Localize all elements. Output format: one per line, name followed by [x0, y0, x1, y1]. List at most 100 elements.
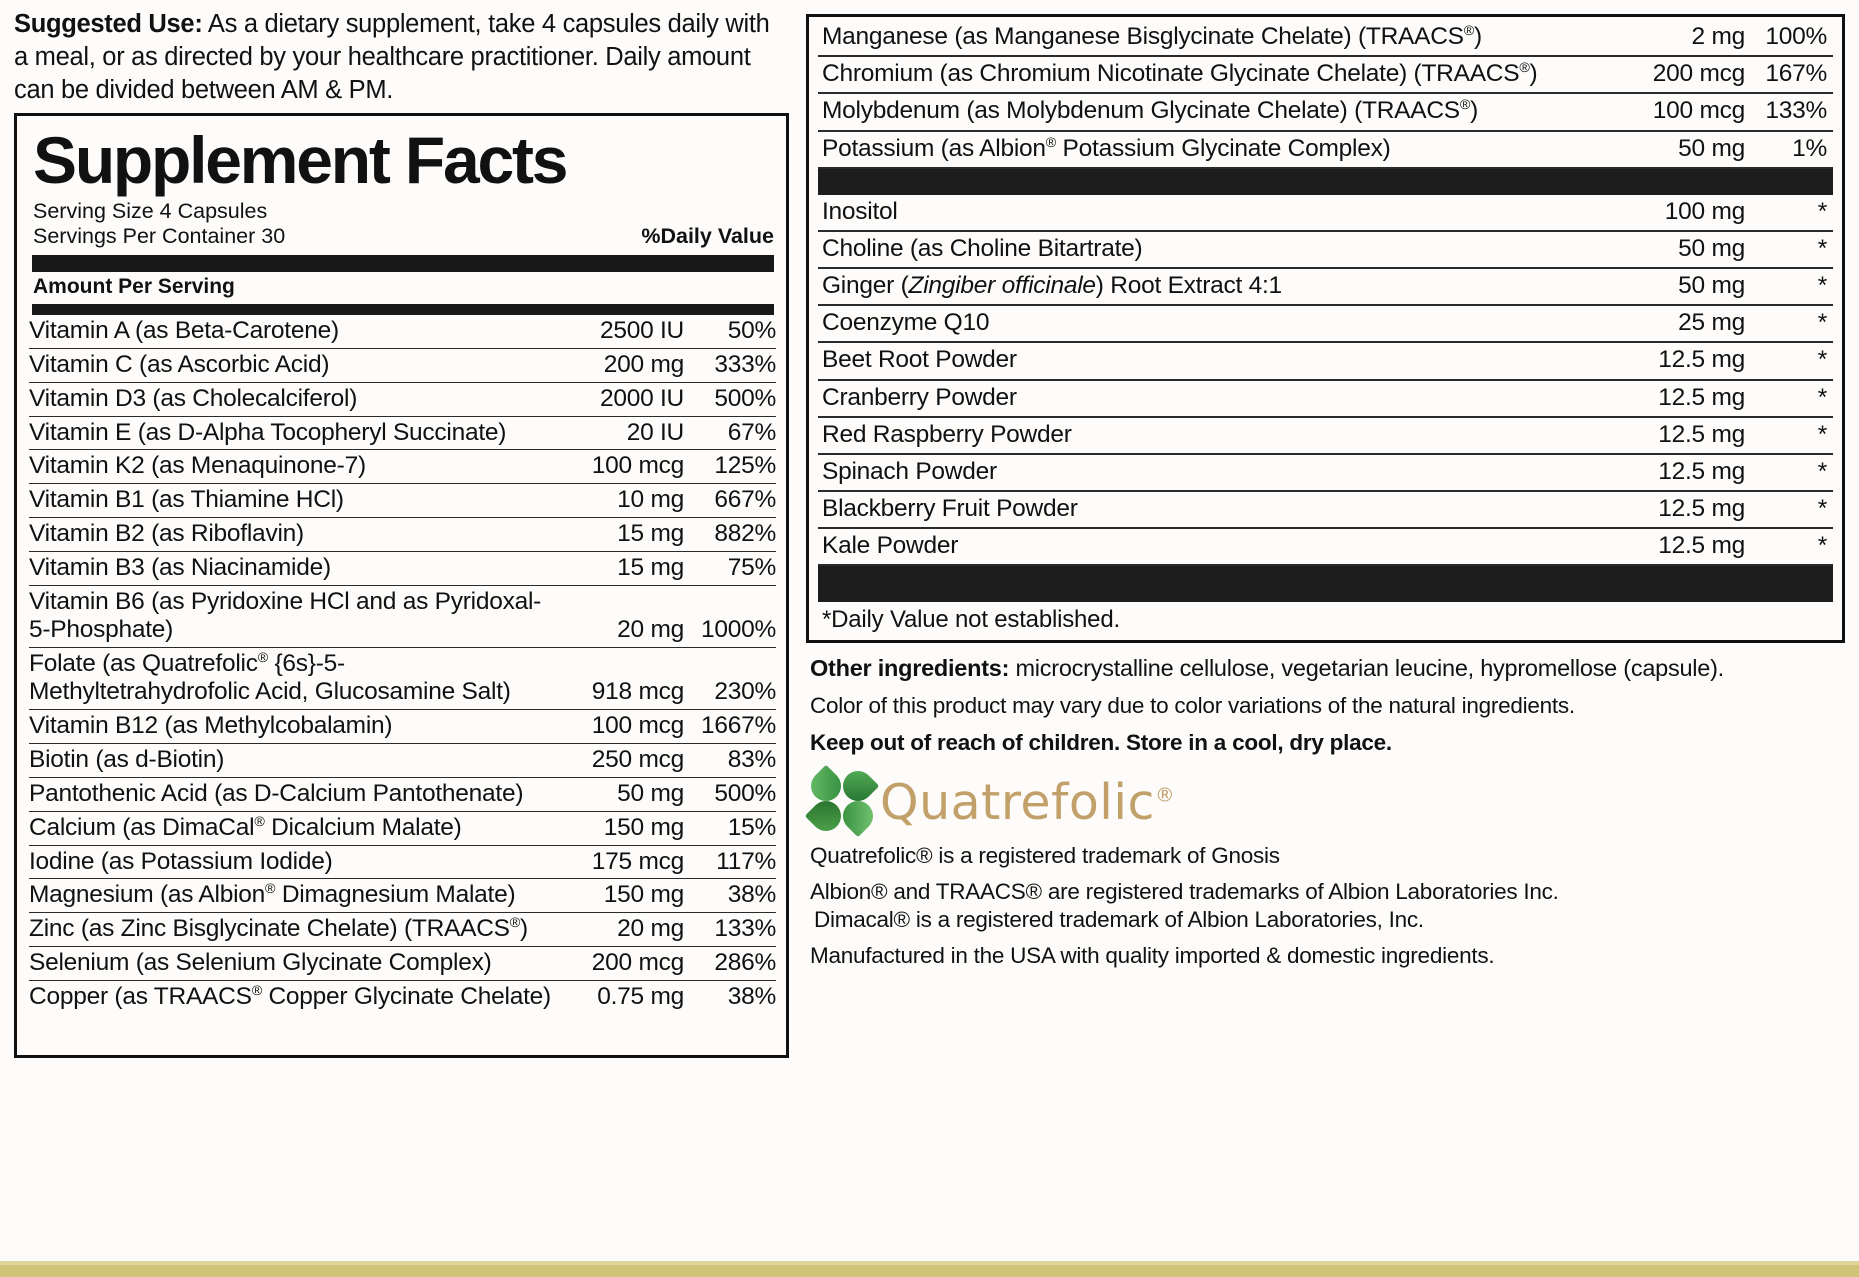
nutrient-amount: 50 mg	[556, 777, 684, 812]
table-row: Calcium (as DimaCal® Dicalcium Malate) 15…	[29, 811, 776, 846]
serving-info: Serving Size 4 Capsules Servings Per Con…	[33, 199, 774, 250]
nutrient-amount: 100 mcg	[1601, 93, 1749, 132]
nutrient-name: Calcium (as DimaCal® Dicalcium Malate)	[29, 811, 556, 846]
nutrient-amount: 2500 IU	[556, 314, 684, 349]
divider-thick-top	[32, 254, 774, 272]
nutrient-daily-value: *	[1749, 453, 1833, 493]
quatrefolic-wordmark-text: Quatrefolic	[880, 774, 1155, 832]
nutrient-name: Coenzyme Q10	[818, 305, 1601, 344]
table-row: Chromium (as Chromium Nicotinate Glycina…	[818, 56, 1833, 95]
nutrient-amount: 150 mg	[556, 811, 684, 846]
footer-notes: Other ingredients: microcrystalline cell…	[804, 654, 1845, 969]
nutrient-amount: 0.75 mg	[597, 983, 684, 1011]
clover-icon	[804, 764, 880, 838]
daily-value-header: %Daily Value	[641, 223, 774, 248]
nutrient-daily-value: 38%	[727, 983, 777, 1011]
other-ingredients-text: microcrystalline cellulose, vegetarian l…	[1009, 655, 1724, 682]
table-row: Vitamin C (as Ascorbic Acid) 200 mg 333%	[29, 348, 776, 383]
clover-leaf-bottom-right	[836, 794, 880, 838]
nutrient-daily-value: *	[1749, 194, 1833, 232]
albion-trademark-note: Albion® and TRAACS® are registered trade…	[810, 878, 1845, 933]
nutrient-amount: 12.5 mg	[1601, 342, 1749, 381]
suggested-use-text: As a dietary supplement, take 4 capsules…	[14, 10, 770, 105]
nutrient-daily-value: 1667%	[684, 709, 776, 744]
albion-trademark-line-1: Albion® and TRAACS® are registered trade…	[810, 879, 1559, 905]
nutrient-name: Vitamin B1 (as Thiamine HCl)	[29, 483, 556, 519]
table-row: Biotin (as d-Biotin) 250 mcg 83%	[29, 743, 776, 778]
nutrient-name: Potassium (as Albion® Potassium Glycinat…	[818, 130, 1601, 169]
storage-warning: Keep out of reach of children. Store in …	[810, 729, 1392, 755]
divider-medium	[32, 303, 774, 315]
nutrient-amount: 175 mcg	[556, 845, 684, 880]
nutrient-daily-value: 100%	[1749, 20, 1833, 58]
nutrient-amount: 100 mcg	[556, 449, 684, 485]
nutrient-daily-value: 230%	[684, 647, 776, 710]
nutrient-name: Vitamin D3 (as Cholecalciferol)	[29, 382, 556, 417]
nutrient-amount: 50 mg	[1601, 268, 1749, 307]
nutrient-name: Choline (as Choline Bitartrate)	[818, 230, 1601, 270]
table-row: Beet Root Powder 12.5 mg *	[818, 342, 1833, 381]
table-row: Cranberry Powder 12.5 mg *	[818, 379, 1833, 418]
table-row: Choline (as Choline Bitartrate) 50 mg *	[818, 230, 1833, 270]
nutrient-daily-value: 167%	[1749, 56, 1833, 95]
table-row: Manganese (as Manganese Bisglycinate Che…	[818, 20, 1833, 58]
table-row: Copper (as TRAACS® Copper Glycinate Chel…	[29, 981, 776, 1014]
nutrient-daily-value: 38%	[684, 878, 776, 914]
nutrient-daily-value: 333%	[684, 348, 776, 383]
nutrient-name: Magnesium (as Albion® Dimagnesium Malate…	[29, 878, 556, 914]
table-row: Kale Powder 12.5 mg *	[818, 528, 1833, 567]
nutrient-name: Inositol	[818, 194, 1601, 232]
nutrient-name: Vitamin B2 (as Riboflavin)	[29, 517, 556, 553]
nutrient-name: Folate (as Quatrefolic® {6s}-5-Methyltet…	[29, 647, 556, 710]
table-row: Magnesium (as Albion® Dimagnesium Malate…	[29, 878, 776, 914]
quatrefolic-logo: Quatrefolic®	[804, 764, 1845, 838]
nutrient-name: Pantothenic Acid (as D-Calcium Pantothen…	[29, 777, 556, 812]
table-row: Selenium (as Selenium Glycinate Complex)…	[29, 946, 776, 982]
nutrient-name: Iodine (as Potassium Iodide)	[29, 845, 556, 880]
nutrient-daily-value: 133%	[1749, 93, 1833, 132]
nutrient-daily-value: 500%	[684, 777, 776, 812]
other-ingredients-label: Other ingredients:	[810, 655, 1010, 682]
nutrient-amount: 50 mg	[1601, 130, 1749, 169]
other-ingredients-paragraph: Other ingredients: microcrystalline cell…	[810, 654, 1845, 683]
nutrient-name: Blackberry Fruit Powder	[818, 491, 1601, 530]
nutrient-daily-value: *	[1749, 491, 1833, 530]
table-row: Vitamin B2 (as Riboflavin) 15 mg 882%	[29, 517, 776, 553]
nutrient-daily-value: *	[1749, 528, 1833, 567]
suggested-use-paragraph: Suggested Use: As a dietary supplement, …	[14, 8, 789, 107]
nutrient-amount: 20 mg	[556, 585, 684, 648]
table-row: Vitamin A (as Beta-Carotene) 2500 IU 50%	[29, 314, 776, 349]
nutrient-daily-value: *	[1749, 268, 1833, 307]
nutrient-daily-value: 15%	[684, 811, 776, 846]
nutrient-daily-value: *	[1749, 416, 1833, 455]
table-row: Inositol 100 mg *	[818, 194, 1833, 232]
nutrient-name: Copper (as TRAACS® Copper Glycinate Chel…	[29, 983, 551, 1011]
right-nutrients-panel: Manganese (as Manganese Bisglycinate Che…	[806, 14, 1845, 644]
nutrient-name: Zinc (as Zinc Bisglycinate Chelate) (TRA…	[29, 912, 556, 948]
nutrient-daily-value: 1%	[1749, 130, 1833, 169]
nutrient-amount: 12.5 mg	[1601, 379, 1749, 418]
right-column: Manganese (as Manganese Bisglycinate Che…	[804, 14, 1845, 970]
nutrient-daily-value: *	[1749, 379, 1833, 418]
nutrient-amount: 2000 IU	[556, 382, 684, 417]
nutrient-amount: 25 mg	[1601, 305, 1749, 344]
table-row: Vitamin K2 (as Menaquinone-7) 100 mcg 125%	[29, 449, 776, 485]
nutrient-amount: 200 mcg	[556, 946, 684, 982]
nutrient-amount: 20 IU	[556, 416, 684, 451]
table-row: Blackberry Fruit Powder 12.5 mg *	[818, 491, 1833, 530]
table-row: Iodine (as Potassium Iodide) 175 mcg 117%	[29, 845, 776, 880]
nutrient-daily-value: 67%	[684, 416, 776, 451]
nutrient-amount: 15 mg	[556, 551, 684, 587]
nutrient-daily-value: 882%	[684, 517, 776, 553]
nutrient-name: Beet Root Powder	[818, 342, 1601, 381]
nutrient-name: Vitamin K2 (as Menaquinone-7)	[29, 449, 556, 485]
table-row: Ginger (Zingiber officinale) Root Extrac…	[818, 268, 1833, 307]
table-row: Molybdenum (as Molybdenum Glycinate Chel…	[818, 93, 1833, 132]
right-others-table: Inositol 100 mg * Choline (as Choline Bitar…	[818, 194, 1833, 567]
nutrient-daily-value: 286%	[684, 946, 776, 982]
nutrient-amount: 918 mcg	[556, 647, 684, 710]
nutrient-daily-value: *	[1749, 305, 1833, 344]
nutrient-daily-value: 667%	[684, 483, 776, 519]
nutrient-amount: 100 mcg	[556, 709, 684, 744]
daily-value-footnote: *Daily Value not established.	[822, 606, 1120, 634]
